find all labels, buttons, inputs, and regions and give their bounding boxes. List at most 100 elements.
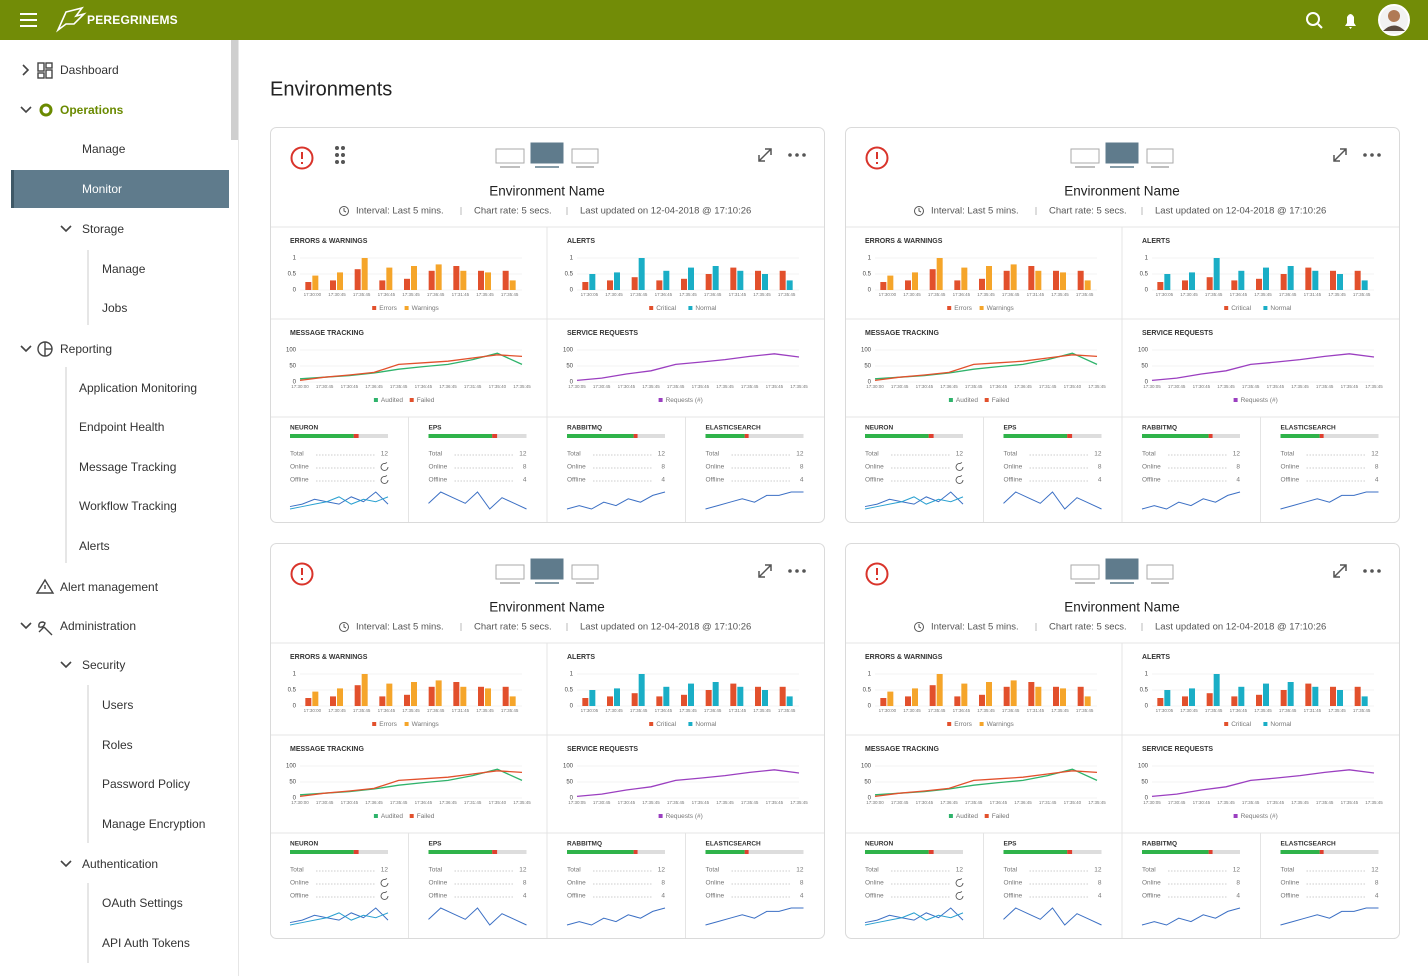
expand-button[interactable] <box>1333 564 1347 578</box>
monitor-icon[interactable] <box>1070 148 1100 164</box>
nav-item[interactable]: Dashboard <box>60 63 119 77</box>
nav-item[interactable]: Password Policy <box>102 777 191 791</box>
more-button[interactable] <box>1363 569 1367 573</box>
more-button[interactable] <box>795 569 799 573</box>
nav-item[interactable]: Security <box>82 658 126 672</box>
status-value: 12 <box>1371 867 1379 874</box>
x-tick-label: 17:30:00 <box>291 384 309 389</box>
nav-item[interactable]: Manage Encryption <box>102 817 206 831</box>
monitor-icon[interactable] <box>1105 142 1139 164</box>
alert-icon <box>290 146 314 170</box>
expand-button[interactable] <box>758 564 772 578</box>
nav-item[interactable]: Storage <box>82 222 125 236</box>
bar <box>1035 270 1042 290</box>
user-avatar[interactable] <box>1378 4 1410 36</box>
monitor-icon[interactable] <box>530 558 564 580</box>
nav-item[interactable]: Users <box>102 698 134 712</box>
nav-item[interactable]: Operations <box>60 103 124 117</box>
status-degraded <box>1208 850 1213 854</box>
nav-item[interactable]: Workflow Tracking <box>79 499 177 513</box>
sparkline <box>864 912 964 926</box>
chevron[interactable] <box>60 661 72 669</box>
legend-label: Critical <box>656 305 676 312</box>
more-button[interactable] <box>802 569 806 573</box>
status-label: Offline <box>290 477 309 484</box>
bar <box>1354 270 1361 290</box>
chevron[interactable] <box>60 225 72 233</box>
nav-item[interactable]: Message Tracking <box>79 460 177 474</box>
bar <box>354 685 361 706</box>
chevron[interactable] <box>20 622 32 630</box>
chart-rate: Chart rate: 5 secs. <box>474 622 552 633</box>
drag-handle[interactable] <box>341 153 345 157</box>
bar <box>361 674 368 706</box>
drag-handle[interactable] <box>335 146 339 150</box>
monitor-icon[interactable] <box>1105 558 1139 580</box>
legend-label: Audited <box>956 397 978 404</box>
nav-item[interactable]: Authentication <box>82 857 159 871</box>
more-button[interactable] <box>1377 153 1381 157</box>
nav-item[interactable]: Jobs <box>102 301 128 315</box>
chart-title: ALERTS <box>1142 654 1170 661</box>
drag-handle[interactable] <box>341 146 345 150</box>
nav-item[interactable]: Administration <box>60 619 137 633</box>
monitor-icon[interactable] <box>530 142 564 164</box>
chevron[interactable] <box>22 64 30 76</box>
monitor-icon[interactable] <box>1070 564 1100 580</box>
nav-item[interactable]: OAuth Settings <box>102 896 183 910</box>
bar <box>305 282 312 290</box>
more-button[interactable] <box>788 153 792 157</box>
menu-button[interactable] <box>20 13 37 27</box>
environment-card: Environment Name Interval: Last 5 mins. Ch… <box>270 543 825 939</box>
nav-item[interactable]: Monitor <box>82 182 123 196</box>
x-tick-label: 17:35:45 <box>1242 800 1260 805</box>
monitor-icon[interactable] <box>571 564 599 580</box>
monitor-icon[interactable] <box>571 148 599 164</box>
drag-handle[interactable] <box>335 160 339 164</box>
monitor-icon[interactable] <box>495 148 525 164</box>
drag-handle[interactable] <box>341 160 345 164</box>
nav-item[interactable]: Reporting <box>60 342 113 356</box>
nav-item[interactable]: Manage <box>102 262 146 276</box>
nav-item[interactable]: Roles <box>102 738 133 752</box>
status-value: 12 <box>381 867 389 874</box>
sparkline <box>428 907 527 926</box>
bar <box>1305 683 1312 706</box>
sparkline <box>864 907 964 924</box>
clock-icon <box>339 206 349 216</box>
clock-hands <box>918 208 922 213</box>
more-button[interactable] <box>1377 569 1381 573</box>
nav-item[interactable]: Application Monitoring <box>79 381 198 395</box>
top-bar-icons <box>20 4 1410 36</box>
more-button[interactable] <box>1363 153 1367 157</box>
legend-swatch <box>1233 398 1238 402</box>
y-tick-label: 50 <box>566 364 573 370</box>
nav-item[interactable]: API Auth Tokens <box>102 936 190 950</box>
expand-button[interactable] <box>758 148 772 162</box>
sparkline <box>289 907 389 924</box>
nav-item[interactable]: Manage <box>82 142 126 156</box>
nav-item[interactable]: Alert management <box>60 580 159 594</box>
y-tick-label: 100 <box>1138 348 1149 354</box>
expand-button[interactable] <box>1333 148 1347 162</box>
status-label: Online <box>567 464 586 471</box>
monitor-icon[interactable] <box>1146 148 1174 164</box>
more-button[interactable] <box>1370 569 1374 573</box>
x-tick-label: 17:35:45 <box>741 800 759 805</box>
monitor-icon[interactable] <box>495 564 525 580</box>
notifications-button[interactable] <box>1345 14 1356 29</box>
more-button[interactable] <box>1370 153 1374 157</box>
more-button[interactable] <box>795 153 799 157</box>
bar <box>509 696 516 706</box>
search-button[interactable] <box>1306 12 1323 29</box>
more-button[interactable] <box>788 569 792 573</box>
drag-handle[interactable] <box>335 153 339 157</box>
more-button[interactable] <box>802 153 806 157</box>
nav-item[interactable]: Endpoint Health <box>79 420 165 434</box>
x-tick-label: 17:35:45 <box>642 800 660 805</box>
chevron[interactable] <box>60 860 72 868</box>
chevron[interactable] <box>20 106 32 114</box>
nav-item[interactable]: Alerts <box>79 539 110 553</box>
monitor-icon[interactable] <box>1146 564 1174 580</box>
chevron[interactable] <box>20 345 32 353</box>
